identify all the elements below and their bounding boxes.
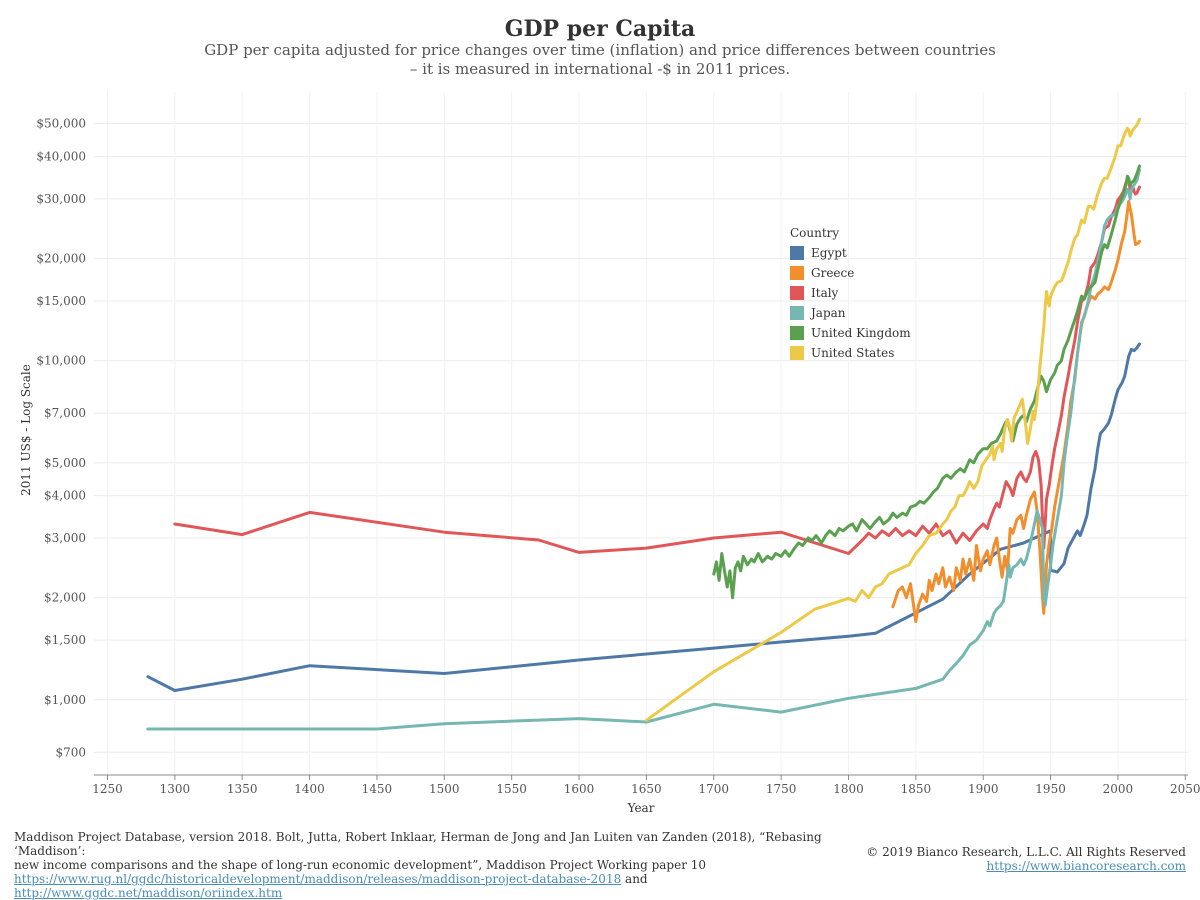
legend: Country Egypt Greece Italy Japan United King… bbox=[790, 226, 911, 363]
x-tick-label: 1850 bbox=[901, 782, 932, 796]
y-tick-label: $20,000 bbox=[36, 252, 86, 266]
series-line-italy bbox=[173, 176, 1141, 555]
legend-item-egypt: Egypt bbox=[790, 243, 911, 263]
legend-swatch bbox=[790, 326, 804, 340]
legend-label: Japan bbox=[811, 306, 846, 320]
source-line-1: Maddison Project Database, version 2018.… bbox=[14, 830, 822, 858]
y-tick-label: $30,000 bbox=[36, 192, 86, 206]
legend-label: Egypt bbox=[811, 246, 847, 260]
y-tick-label: $40,000 bbox=[36, 150, 86, 164]
y-tick-label: $700 bbox=[55, 745, 86, 759]
axes: $700 $1,000 $1,500 $2,000 $3,000 $4,000 $5,000… bbox=[36, 117, 1200, 796]
x-tick-label: 1700 bbox=[698, 782, 729, 796]
x-tick-label: 1950 bbox=[1035, 782, 1066, 796]
x-tick-label: 1400 bbox=[294, 782, 325, 796]
copyright-block: © 2019 Bianco Research, L.L.C. All Right… bbox=[866, 845, 1186, 873]
bianco-link[interactable]: https://www.biancoresearch.com bbox=[986, 859, 1186, 873]
x-axis-title: Year bbox=[627, 801, 655, 815]
y-tick-label: $10,000 bbox=[36, 354, 86, 368]
x-tick-label: 1250 bbox=[92, 782, 123, 796]
x-tick-label: 1500 bbox=[429, 782, 460, 796]
legend-label: Italy bbox=[811, 286, 839, 300]
series-line-japan bbox=[146, 168, 1141, 731]
series-lines bbox=[146, 117, 1141, 731]
source-line-2: new income comparisons and the shape of … bbox=[14, 858, 707, 872]
legend-item-united-states: United States bbox=[790, 343, 911, 363]
y-tick-label: $4,000 bbox=[44, 489, 86, 503]
series-line-greece bbox=[891, 199, 1141, 624]
legend-label: Greece bbox=[811, 266, 855, 280]
copyright-text: © 2019 Bianco Research, L.L.C. All Right… bbox=[866, 845, 1186, 859]
x-tick-label: 1750 bbox=[766, 782, 797, 796]
ggdc-link[interactable]: http://www.ggdc.net/maddison/oriindex.ht… bbox=[14, 886, 283, 900]
legend-swatch bbox=[790, 266, 804, 280]
y-tick-label: $7,000 bbox=[44, 406, 86, 420]
y-tick-label: $1,000 bbox=[44, 693, 86, 707]
legend-swatch bbox=[790, 246, 804, 260]
y-tick-label: $15,000 bbox=[36, 294, 86, 308]
chart-title: GDP per Capita bbox=[504, 16, 696, 42]
and-text: and bbox=[621, 872, 648, 886]
x-tick-label: 1300 bbox=[160, 782, 191, 796]
legend-swatch bbox=[790, 346, 804, 360]
x-tick-label: 1800 bbox=[833, 782, 864, 796]
legend-item-japan: Japan bbox=[790, 303, 911, 323]
y-tick-label: $5,000 bbox=[44, 456, 86, 470]
legend-label: United Kingdom bbox=[811, 326, 911, 340]
x-tick-label: 1450 bbox=[362, 782, 393, 796]
y-tick-label: $2,000 bbox=[44, 591, 86, 605]
legend-swatch bbox=[790, 306, 804, 320]
y-tick-label: $3,000 bbox=[44, 531, 86, 545]
x-tick-label: 1550 bbox=[496, 782, 527, 796]
series-line-united-kingdom bbox=[712, 164, 1141, 600]
legend-item-italy: Italy bbox=[790, 283, 911, 303]
y-tick-label: $50,000 bbox=[36, 117, 86, 131]
subtitle-line-1: GDP per capita adjusted for price change… bbox=[204, 41, 996, 59]
legend-swatch bbox=[790, 286, 804, 300]
grid-lines bbox=[94, 92, 1188, 775]
subtitle-line-2: – it is measured in international -$ in … bbox=[409, 60, 791, 78]
y-tick-label: $1,500 bbox=[44, 633, 86, 647]
maddison-link[interactable]: https://www.rug.nl/ggdc/historicaldevelo… bbox=[14, 872, 622, 886]
x-tick-label: 1350 bbox=[227, 782, 258, 796]
chart-subtitle: GDP per capita adjusted for price change… bbox=[0, 41, 1200, 79]
legend-title: Country bbox=[790, 226, 840, 240]
series-line-united-states bbox=[644, 117, 1141, 722]
x-tick-label: 1600 bbox=[564, 782, 595, 796]
y-axis-title: 2011 US$ - Log Scale bbox=[19, 364, 33, 496]
x-tick-label: 2050 bbox=[1170, 782, 1200, 796]
legend-item-united-kingdom: United Kingdom bbox=[790, 323, 911, 343]
legend-label: United States bbox=[811, 346, 895, 360]
source-note: Maddison Project Database, version 2018.… bbox=[14, 830, 834, 900]
x-tick-label: 2000 bbox=[1103, 782, 1134, 796]
x-tick-label: 1650 bbox=[631, 782, 662, 796]
x-tick-label: 1900 bbox=[968, 782, 999, 796]
legend-item-greece: Greece bbox=[790, 263, 911, 283]
